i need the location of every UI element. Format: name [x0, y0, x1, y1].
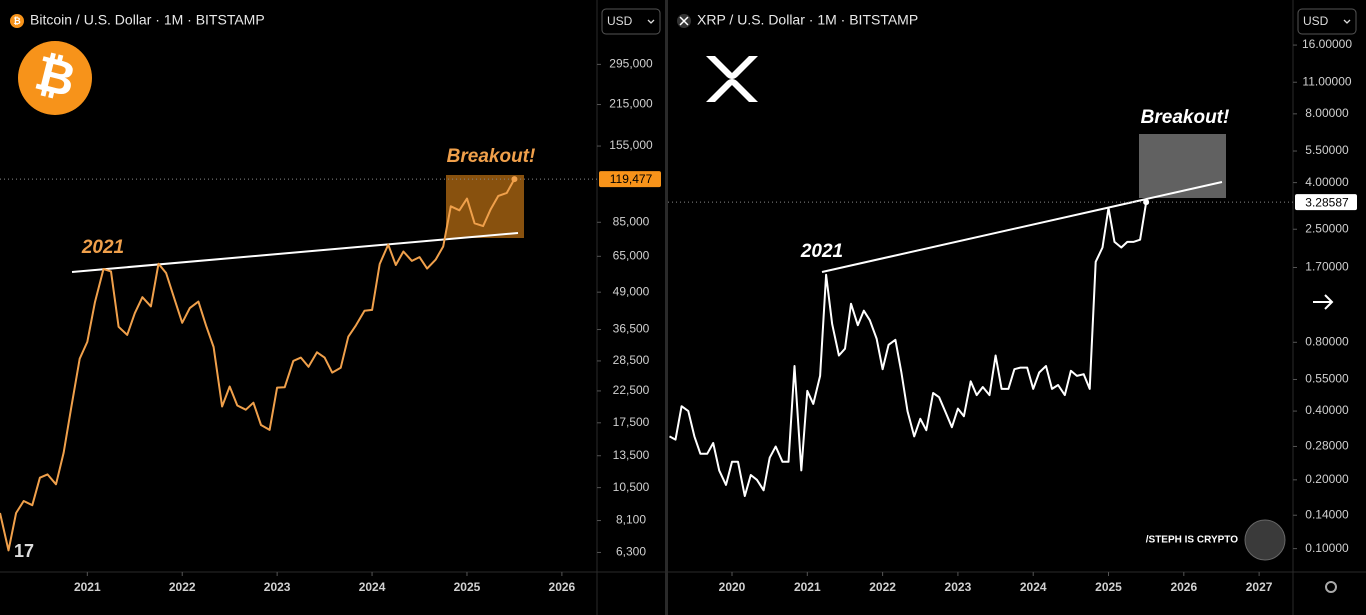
y-tick-label: 0.14000	[1305, 507, 1349, 521]
xrp-icon-glyph	[679, 16, 689, 26]
tradingview-logo: 17	[14, 541, 34, 561]
chevron	[647, 19, 655, 24]
y-tick-label: 295,000	[609, 57, 653, 71]
x-tick-label: 2021	[794, 580, 821, 594]
y-tick-label: 4.00000	[1305, 175, 1349, 189]
last-point	[511, 176, 518, 183]
y-tick-label: 0.55000	[1305, 372, 1349, 386]
avatar	[1244, 519, 1286, 561]
y-tick-label: 0.20000	[1305, 472, 1349, 486]
x-tick-label: 2021	[74, 580, 101, 594]
y-tick-label: 0.80000	[1305, 334, 1349, 348]
x-tick-label: 2027	[1246, 580, 1273, 594]
y-tick-label: 1.70000	[1305, 260, 1349, 274]
x-tick-label: 2022	[869, 580, 896, 594]
y-tick-label: 17,500	[613, 415, 650, 429]
last-price-box	[1295, 194, 1357, 211]
y-tick-label: 11.00000	[1302, 74, 1351, 88]
currency-select[interactable]	[601, 8, 661, 35]
y-tick-label: 16.00000	[1302, 37, 1352, 51]
y-tick-label: 0.40000	[1305, 403, 1349, 417]
y-tick-label: 28,500	[613, 353, 650, 367]
currency-select[interactable]	[1297, 8, 1357, 35]
x-tick-label: 2022	[169, 580, 196, 594]
scroll-arrow[interactable]	[1313, 294, 1334, 310]
x-tick-label: 2026	[1170, 580, 1197, 594]
y-tick-label: 10,500	[613, 480, 650, 494]
x-tick-label: 2025	[454, 580, 481, 594]
last-price-box	[599, 171, 661, 188]
bitcoin-logo	[18, 41, 92, 115]
chart-title: Bitcoin / U.S. Dollar · 1M · BITSTAMP	[30, 12, 265, 28]
y-tick-label: 36,500	[613, 322, 650, 336]
price-line	[0, 178, 516, 552]
y-tick-label: 22,500	[613, 383, 650, 397]
btc-icon-glyph: ₿	[13, 16, 20, 26]
chart-title: XRP / U.S. Dollar · 1M · BITSTAMP	[697, 12, 918, 28]
y-tick-label: 85,000	[613, 214, 650, 228]
y-tick-label: 0.28000	[1305, 439, 1349, 453]
last-price-label: 3.28587	[1305, 195, 1349, 209]
y-tick-label: 8,100	[616, 513, 646, 527]
x-tick-label: 2024	[1020, 580, 1047, 594]
y-tick-label: 65,000	[613, 248, 650, 262]
currency-label: USD	[607, 14, 633, 28]
x-tick-label: 2024	[359, 580, 386, 594]
annotation: 2021	[800, 241, 843, 262]
x-tick-label: 2023	[945, 580, 972, 594]
y-tick-label: 6,300	[616, 545, 646, 559]
chevron	[1343, 19, 1351, 24]
y-tick-label: 0.10000	[1305, 541, 1349, 555]
y-tick-label: 155,000	[609, 138, 653, 152]
btc-icon	[10, 14, 24, 28]
x-tick-label: 2026	[549, 580, 576, 594]
y-tick-label: 215,000	[609, 97, 653, 111]
breakout-box	[1139, 134, 1226, 198]
trend-line	[821, 181, 1223, 273]
annotation: 2021	[81, 237, 124, 258]
xrp-logo	[706, 56, 758, 102]
y-tick-label: 13,500	[613, 448, 650, 462]
currency-label: USD	[1303, 14, 1329, 28]
y-tick-label: 5.50000	[1305, 143, 1349, 157]
y-tick-label: 2.50000	[1305, 221, 1349, 235]
settings-icon[interactable]	[1325, 581, 1337, 593]
panel-divider	[665, 0, 668, 615]
x-tick-label: 2020	[719, 580, 746, 594]
annotation: Breakout!	[1141, 107, 1230, 128]
x-tick-label: 2025	[1095, 580, 1122, 594]
x-tick-label: 2023	[264, 580, 291, 594]
last-price-label: 119,477	[610, 172, 653, 186]
watermark: /STEPH IS CRYPTO	[1146, 535, 1238, 546]
last-point	[1143, 199, 1150, 206]
annotation: Breakout!	[447, 146, 536, 167]
price-line	[669, 201, 1148, 497]
y-tick-label: 49,000	[613, 284, 650, 298]
y-tick-label: 8.00000	[1305, 106, 1349, 120]
